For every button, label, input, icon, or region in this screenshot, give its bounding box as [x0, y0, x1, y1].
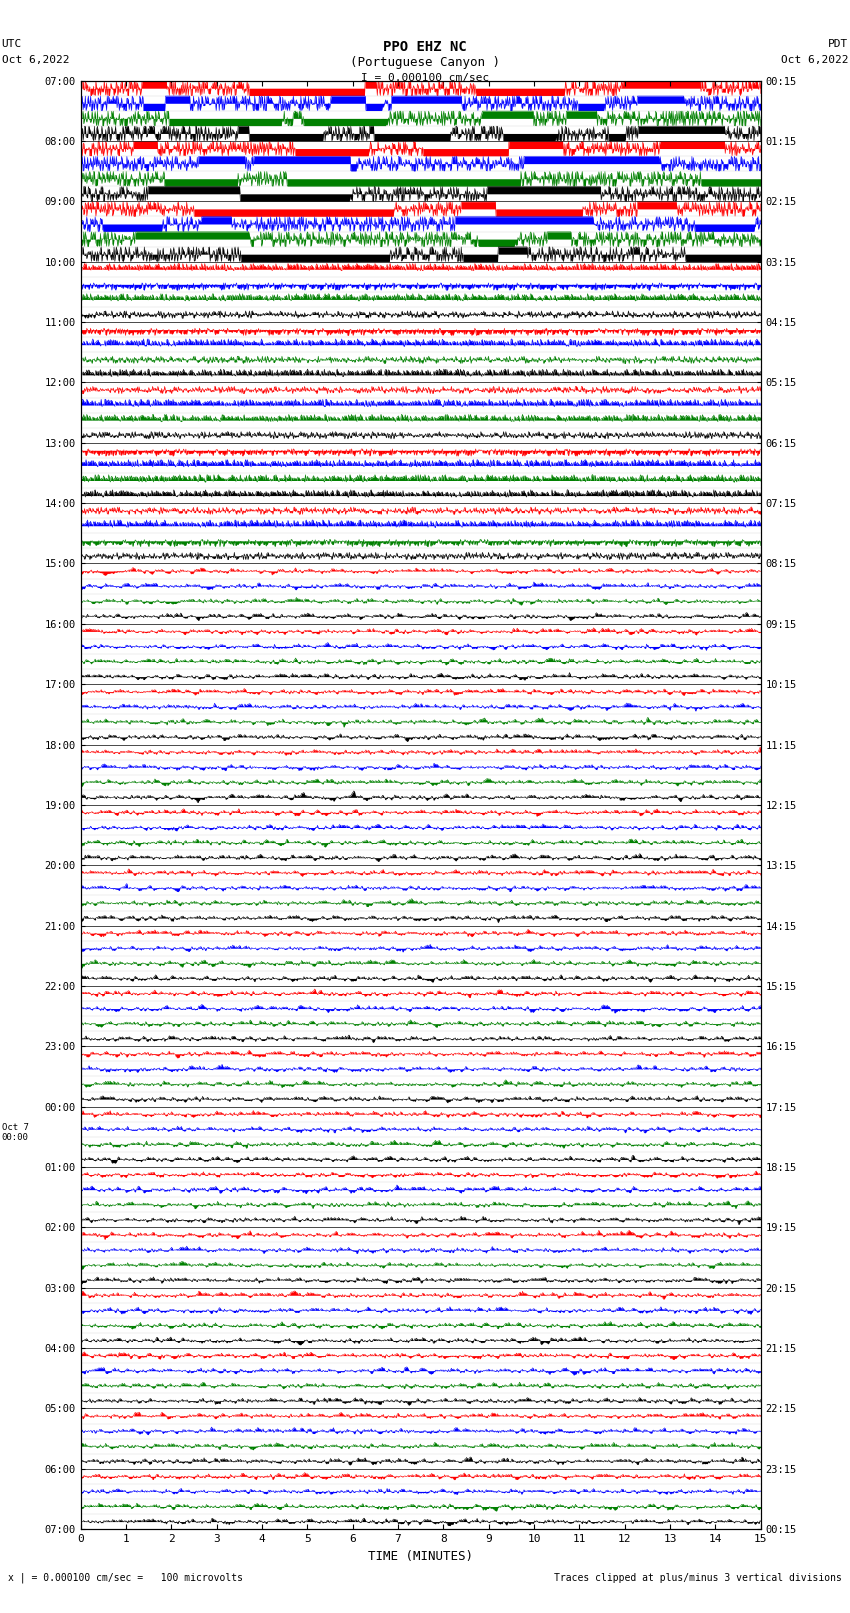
Text: I = 0.000100 cm/sec: I = 0.000100 cm/sec: [361, 73, 489, 82]
Text: x | = 0.000100 cm/sec =   100 microvolts: x | = 0.000100 cm/sec = 100 microvolts: [8, 1573, 243, 1584]
Text: Oct 6,2022: Oct 6,2022: [781, 55, 848, 65]
Text: Traces clipped at plus/minus 3 vertical divisions: Traces clipped at plus/minus 3 vertical …: [553, 1573, 842, 1582]
Text: Oct 7
00:00: Oct 7 00:00: [2, 1123, 29, 1142]
X-axis label: TIME (MINUTES): TIME (MINUTES): [368, 1550, 473, 1563]
Text: (Portuguese Canyon ): (Portuguese Canyon ): [350, 56, 500, 69]
Text: PDT: PDT: [828, 39, 848, 48]
Text: Oct 6,2022: Oct 6,2022: [2, 55, 69, 65]
Text: UTC: UTC: [2, 39, 22, 48]
Text: PPO EHZ NC: PPO EHZ NC: [383, 40, 467, 55]
